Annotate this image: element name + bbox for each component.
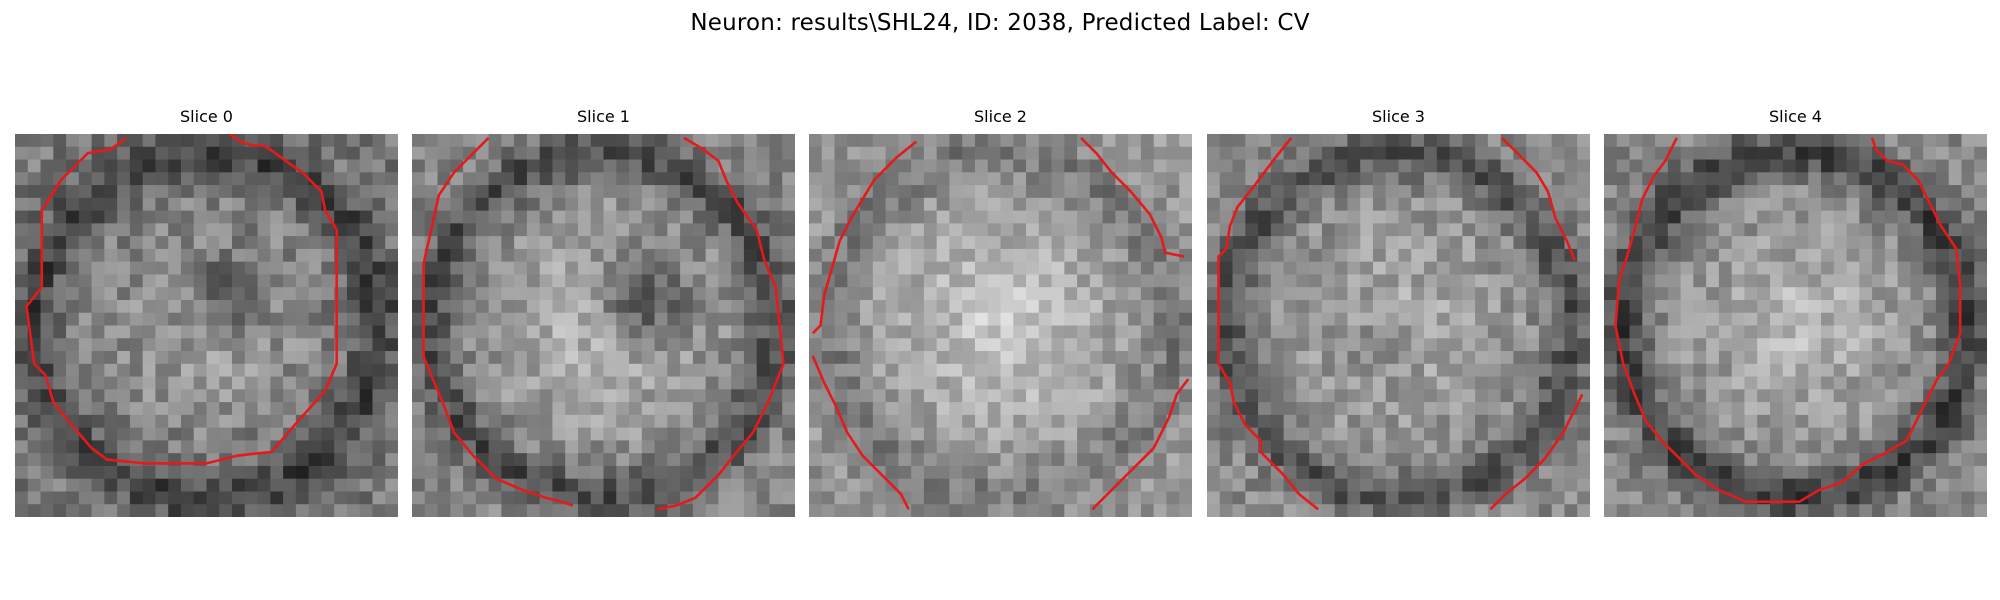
slice-image: [15, 134, 398, 517]
pixel-grid: [1604, 134, 1987, 517]
contour-line: [811, 140, 918, 335]
contour-line: [656, 136, 785, 511]
slice-panel-1: Slice 1: [412, 107, 795, 517]
slice-title: Slice 2: [974, 107, 1027, 126]
slice-image: [1207, 134, 1590, 517]
pixel-grid: [412, 134, 795, 517]
pixel-grid: [15, 134, 398, 517]
slice-panel-2: Slice 2: [809, 107, 1192, 517]
contour-line: [25, 134, 339, 465]
slice-panel-4: Slice 4: [1604, 107, 1987, 517]
slice-image: [1604, 134, 1987, 517]
slice-panel-0: Slice 0: [15, 107, 398, 517]
slice-title: Slice 4: [1769, 107, 1822, 126]
contour-line: [1614, 137, 1962, 504]
contour-line: [1217, 136, 1319, 511]
slice-title: Slice 0: [180, 107, 233, 126]
slice-image: [412, 134, 795, 517]
slice-image: [809, 134, 1192, 517]
slice-title: Slice 3: [1372, 107, 1425, 126]
contour-line: [1500, 136, 1576, 261]
slice-panel-3: Slice 3: [1207, 107, 1590, 517]
slice-title: Slice 1: [577, 107, 630, 126]
contour-line: [811, 355, 910, 510]
contour-line: [1091, 378, 1190, 511]
contour-line: [1079, 136, 1185, 258]
pixel-grid: [1207, 134, 1590, 517]
contour-line: [1489, 393, 1584, 511]
contour-line: [422, 136, 574, 507]
figure-title: Neuron: results\SHL24, ID: 2038, Predict…: [690, 10, 1310, 36]
pixel-grid: [809, 134, 1192, 517]
